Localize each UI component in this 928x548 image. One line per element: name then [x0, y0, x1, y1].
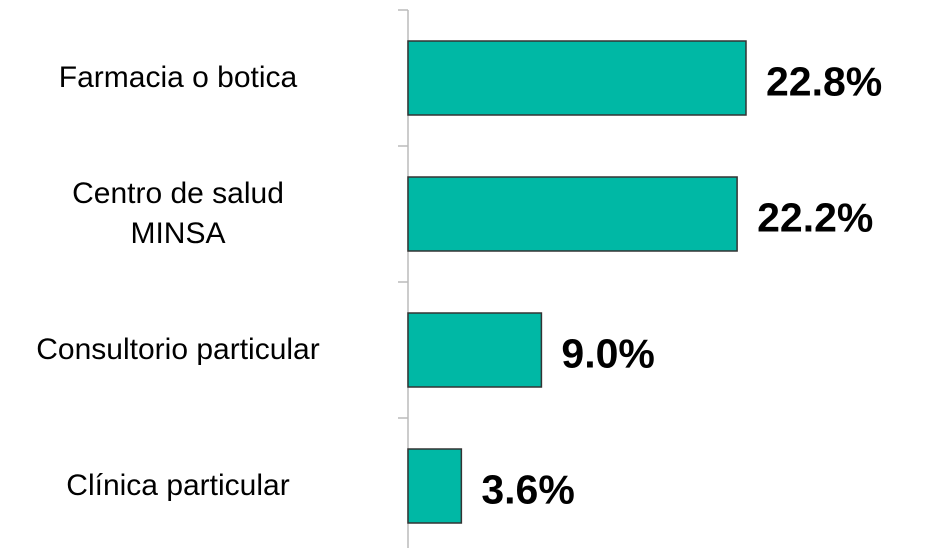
category-label: Consultorio particular [36, 333, 320, 366]
value-label: 22.8% [766, 58, 883, 105]
category-label: Clínica particular [66, 469, 290, 502]
value-label: 9.0% [561, 330, 655, 377]
category-label: Centro de salud MINSA [72, 177, 284, 250]
bar [407, 176, 738, 252]
bar [407, 312, 543, 388]
bar [407, 448, 463, 524]
bar [407, 40, 747, 116]
category-label: Farmacia o botica [58, 61, 298, 94]
value-label: 3.6% [481, 466, 575, 513]
value-label: 22.2% [757, 194, 874, 241]
